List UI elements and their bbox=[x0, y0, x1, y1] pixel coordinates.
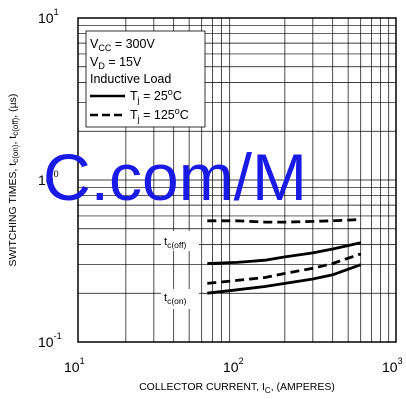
annotation-tcoff-label: tc(off) bbox=[164, 236, 186, 250]
series-line-25c-tcoff bbox=[207, 241, 362, 265]
y-tick-label: 10-1 bbox=[38, 331, 62, 350]
y-axis-label: SWITCHING TIMES, tc(on), tc(off), (µs) bbox=[7, 94, 20, 267]
annotation-tcon-bg bbox=[161, 289, 199, 309]
x-tick-label: 103 bbox=[382, 356, 403, 375]
condition-load: Inductive Load bbox=[90, 72, 171, 86]
series-group bbox=[207, 218, 362, 295]
grid bbox=[78, 18, 396, 342]
annotation-tcoff-bg bbox=[161, 231, 199, 251]
series-line-125c-tcon bbox=[207, 252, 362, 285]
annotation-tcon: tc(on) bbox=[161, 289, 199, 309]
x-axis-label: COLLECTOR CURRENT, IC, (AMPERES) bbox=[139, 381, 335, 395]
legend: VCC = 300V VD = 15V Inductive Load Tj = … bbox=[85, 30, 206, 128]
tick-labels: 101 102 103 10-1 100 101 bbox=[38, 7, 403, 375]
plot-frame bbox=[77, 17, 397, 343]
x-tick-label: 101 bbox=[64, 356, 85, 375]
legend-item-125c: Tj = 125oC bbox=[130, 106, 189, 124]
annotation-tcoff: tc(off) bbox=[161, 231, 199, 251]
y-tick-label: 101 bbox=[38, 7, 59, 26]
series-line-25c-tcon bbox=[207, 263, 362, 295]
y-tick-label: 100 bbox=[38, 169, 59, 188]
legend-box bbox=[85, 30, 206, 128]
condition-vd: VD = 15V bbox=[90, 55, 142, 71]
series-line-125c-tcoff bbox=[207, 218, 361, 224]
watermark-text: C.com/M bbox=[43, 140, 307, 214]
annotation-tcon-label: tc(on) bbox=[164, 292, 187, 306]
x-tick-label: 102 bbox=[223, 356, 244, 375]
